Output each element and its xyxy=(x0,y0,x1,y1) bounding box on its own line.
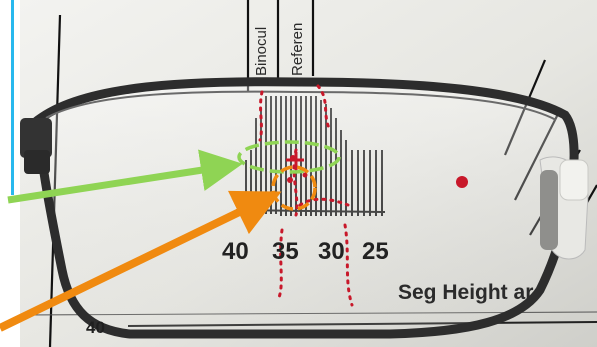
scale-number-40: 40 xyxy=(222,238,249,266)
rotated-label-reference: Referen xyxy=(289,23,306,76)
scale-number-30: 30 xyxy=(318,238,345,266)
left-hinge xyxy=(20,118,52,174)
left-panel-white xyxy=(0,0,11,195)
rotated-label-binocular: Binocul xyxy=(253,27,270,76)
bottom-number-40: 40 xyxy=(86,318,105,338)
right-nose-pad xyxy=(540,157,588,259)
seg-height-title: Seg Height ar xyxy=(398,281,533,305)
scale-number-25: 25 xyxy=(362,238,389,266)
scale-number-35: 35 xyxy=(272,238,299,266)
